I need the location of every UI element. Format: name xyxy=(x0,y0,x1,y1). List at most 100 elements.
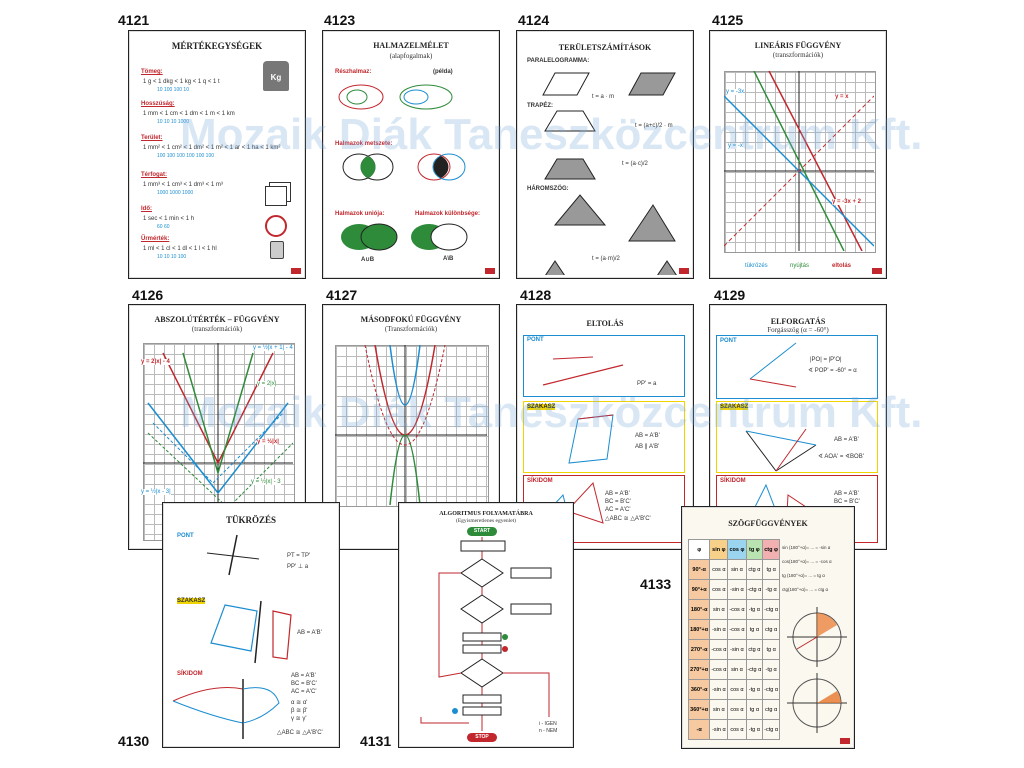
table-cell: -ctg α xyxy=(745,579,764,600)
jar-icon xyxy=(270,241,284,259)
table-row: 180°-α sin α -cos α -tg α -ctg α xyxy=(687,599,780,620)
equation: PP' ⊥ a xyxy=(287,564,309,570)
table-row: 360°-α -sin α cos α -tg α -ctg α xyxy=(687,679,780,700)
equation: △ABC ≅ △A'B'C' xyxy=(605,516,651,522)
measure-factors: 100 100 100 100 100 100 xyxy=(157,153,214,159)
formula: sin (180°+α)= ... = -sin α xyxy=(782,545,831,550)
step-label: nyújtás xyxy=(790,263,810,269)
equation: AB ∥ A'B' xyxy=(635,444,660,450)
table-cell: -tg α xyxy=(745,679,764,700)
equation-label: y = ½|x| xyxy=(257,439,279,445)
poster-4121[interactable]: MÉRTÉKEGYSÉGEK Tömeg: 1 g < 1 dkg < 1 kg … xyxy=(128,30,306,279)
step-label: eltolás xyxy=(832,263,852,269)
publisher-logo xyxy=(872,268,882,274)
table-cell: ctg α xyxy=(762,699,780,720)
poster-subtitle: (transzformációk) xyxy=(772,51,824,59)
equation-label: y = ½|x + 1| - 4 xyxy=(253,345,293,351)
poster-number-4133: 4133 xyxy=(640,576,672,592)
parabola-lines xyxy=(335,345,487,505)
table-cell: -tg α xyxy=(762,579,780,600)
table-cell: 180°-α xyxy=(687,599,711,620)
poster-title: ABSZOLÚTÉRTÉK – FÜGGVÉNY xyxy=(154,315,280,324)
equation-label: y = ½|x - 3| xyxy=(141,489,171,495)
example-label: (példa) xyxy=(433,69,453,75)
table-cell: -tg α xyxy=(745,599,764,620)
publisher-logo xyxy=(485,268,495,274)
equation: AB = A'B' xyxy=(834,491,859,497)
poster-subtitle: (Egyismeretlenes egyenlet) xyxy=(455,518,517,524)
table-cell: -sin α xyxy=(709,719,729,740)
poster-subtitle: Forgásszög (α = -60°) xyxy=(767,326,829,334)
measure-label: Tömeg: xyxy=(141,69,163,75)
poster-number-4125: 4125 xyxy=(712,12,744,28)
table-cell: -sin α xyxy=(727,639,747,660)
equation: AB = A'B' xyxy=(635,433,660,439)
publisher-logo xyxy=(840,738,850,744)
section-label: PONT xyxy=(177,533,194,539)
section-label: SZAKASZ xyxy=(527,404,556,410)
equation-label: y = 2|x| xyxy=(257,381,277,387)
table-cell: -tg α xyxy=(762,659,780,680)
measure-label: Terület: xyxy=(141,135,163,141)
trig-table: φ sin φ cos φ tg φ ctg φ 90°-α cos α sin α ctg … xyxy=(687,539,780,740)
legend-no: n - NEM xyxy=(539,728,558,734)
table-cell: 360°-α xyxy=(687,679,711,700)
formula: t = (a+c)/2 · m xyxy=(635,123,673,129)
poster-number-4123: 4123 xyxy=(324,12,356,28)
equation-label: y = ½|x| - 3 xyxy=(251,479,281,485)
equation: PT = TP' xyxy=(287,553,311,559)
section-label: SÍKIDOM xyxy=(527,478,553,484)
poster-4124[interactable]: TERÜLETSZÁMÍTÁSOK PARALELOGRAMMA: TRAPÉZ… xyxy=(516,30,694,279)
formula: cos(180°+α)= ... = -cos α xyxy=(782,559,832,564)
table-cell: ctg α xyxy=(762,619,780,640)
section-label: Halmazok metszete: xyxy=(335,141,393,147)
equation: γ ≅ γ' xyxy=(291,716,307,722)
table-cell: -ctg α xyxy=(762,679,780,700)
poster-number-4130: 4130 xyxy=(118,733,150,749)
table-cell: 180°+α xyxy=(687,619,711,640)
section-segment xyxy=(523,401,685,473)
publisher-logo xyxy=(291,268,301,274)
table-cell: -sin α xyxy=(709,619,729,640)
equation: β ≅ β' xyxy=(291,708,308,714)
poster-title: MÁSODFOKÚ FÜGGVÉNY xyxy=(360,315,462,324)
equation: BC = B'C' xyxy=(605,499,631,505)
legend-yes: i - IGEN xyxy=(539,721,557,727)
formula: t = a · m xyxy=(592,94,615,100)
table-cell: -ctg α xyxy=(762,719,780,740)
equation: BC = B'C' xyxy=(291,681,317,687)
poster-4127[interactable]: MÁSODFOKÚ FÜGGVÉNY (Transzformációk) xyxy=(322,304,500,550)
table-cell: -cos α xyxy=(727,599,747,620)
poster-4130[interactable]: TÜKRÖZÉS PONT SZAKASZ SÍKIDOM PT = TP' P… xyxy=(162,502,340,748)
section-label: HÁROMSZÖG: xyxy=(527,186,569,192)
equation: AC = A'C' xyxy=(605,507,631,513)
table-row: 90°+α cos α -sin α -ctg α -tg α xyxy=(687,579,780,600)
table-cell: sin α xyxy=(709,699,729,720)
table-cell: tg α xyxy=(762,559,780,580)
poster-title: TERÜLETSZÁMÍTÁSOK xyxy=(558,43,652,52)
poster-4131[interactable]: ALGORITMUS FOLYAMATÁBRA (Egyismeretlenes… xyxy=(398,502,574,748)
table-cell: -cos α xyxy=(727,619,747,640)
table-row: 270°-α -cos α -sin α ctg α tg α xyxy=(687,639,780,660)
section-point xyxy=(716,335,878,399)
measure-factors: 1000 1000 1000 xyxy=(157,190,194,196)
poster-4133[interactable]: SZÖGFÜGGVÉNYEK φ sin φ cos φ tg φ ctg φ 90°-… xyxy=(681,506,855,749)
poster-number-4121: 4121 xyxy=(118,12,150,28)
poster-title: ELFORGATÁS xyxy=(770,317,826,326)
cube-icon xyxy=(265,186,287,206)
table-cell: 270°+α xyxy=(687,659,711,680)
weight-icon: Kg xyxy=(263,61,289,91)
poster-4125[interactable]: LINEÁRIS FÜGGVÉNY (transzformációk) y = … xyxy=(709,30,887,279)
table-cell: cos α xyxy=(727,719,747,740)
poster-title: LINEÁRIS FÜGGVÉNY xyxy=(754,41,842,50)
table-row: 360°+α sin α cos α tg α ctg α xyxy=(687,699,780,720)
step-label: tükrözés xyxy=(745,263,768,269)
table-cell: 90°-α xyxy=(687,559,711,580)
table-cell: tg α xyxy=(762,639,780,660)
section-label: Halmazok uniója: xyxy=(335,211,385,217)
measure-label: Hosszúság: xyxy=(141,101,175,107)
table-row: 270°+α -cos α sin α -ctg α -tg α xyxy=(687,659,780,680)
poster-4123[interactable]: HALMAZELMÉLET (alapfogalmak) Részhalmaz:… xyxy=(322,30,500,279)
measure-value: 1 mm² < 1 cm² < 1 dm² < 1 m² < 1 ar < 1 … xyxy=(143,145,281,151)
equation: α ≅ α' xyxy=(291,700,308,706)
